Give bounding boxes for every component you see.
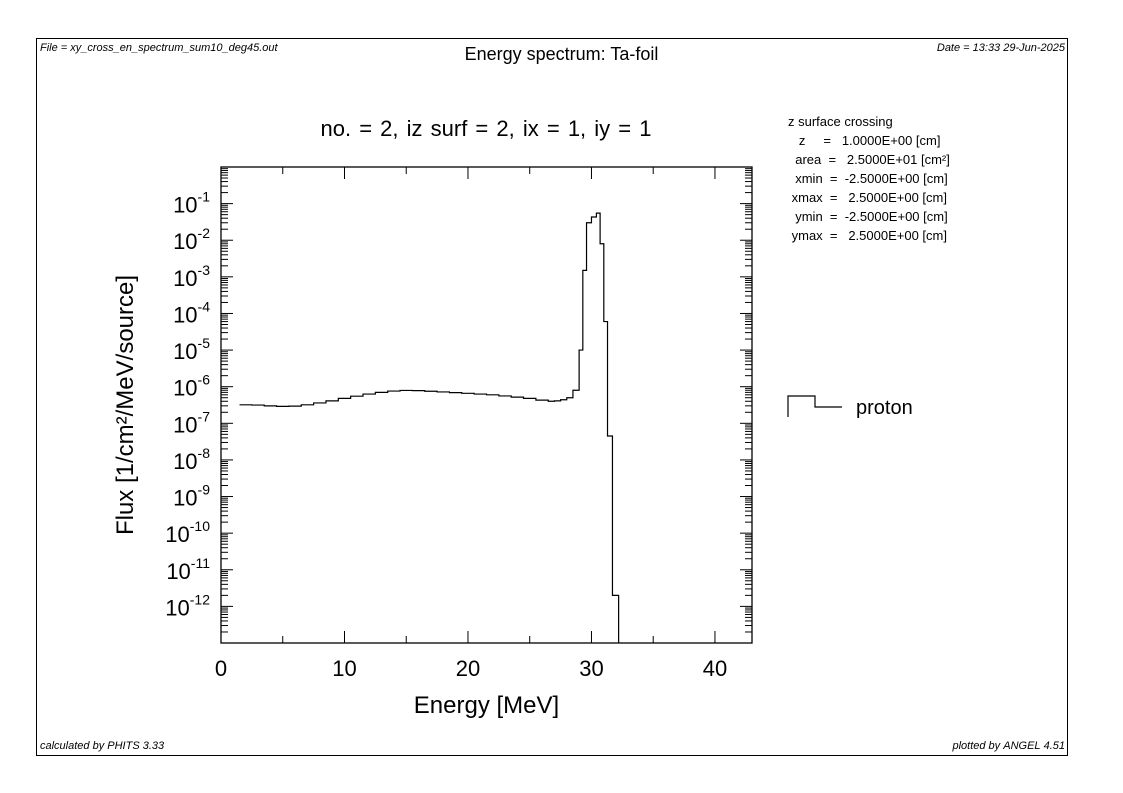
y-axis-label: Flux [1/cm²/MeV/source] bbox=[112, 275, 139, 535]
footer-plotter-name: ANGEL bbox=[1003, 740, 1041, 752]
x-tick-label: 40 bbox=[703, 656, 727, 681]
footer-plotted-prefix: plotted by bbox=[952, 740, 1004, 752]
tally-info-panel: z surface crossing z = 1.0000E+00 [cm] a… bbox=[788, 112, 950, 245]
x-tick-label: 0 bbox=[215, 656, 227, 681]
y-tick-label: 10-10 bbox=[165, 518, 210, 547]
series-line-proton bbox=[239, 212, 620, 643]
info-row-xmax: xmax = 2.5000E+00 [cm] bbox=[788, 190, 947, 205]
x-axis-label: Energy [MeV] bbox=[414, 692, 559, 719]
info-row-ymin: ymin = -2.5000E+00 [cm] bbox=[788, 209, 948, 224]
x-tick-label: 10 bbox=[332, 656, 356, 681]
x-tick-label: 20 bbox=[456, 656, 480, 681]
info-row-ymax: ymax = 2.5000E+00 [cm] bbox=[788, 228, 947, 243]
chart-subtitle: no. = 2, iz surf = 2, ix = 1, iy = 1 bbox=[320, 116, 652, 141]
footer-plotted-by: plotted by ANGEL 4.51 bbox=[952, 740, 1065, 752]
footer-plotter-version: 4.51 bbox=[1040, 740, 1065, 752]
footer-calculated-prefix: calculated by bbox=[40, 740, 108, 752]
info-row-xmin: xmin = -2.5000E+00 [cm] bbox=[788, 171, 948, 186]
file-label: File = xy_cross_en_spectrum_sum10_deg45.… bbox=[40, 42, 278, 54]
y-tick-label: 10-3 bbox=[173, 262, 210, 291]
y-tick-label: 10-1 bbox=[173, 189, 210, 218]
y-tick-label: 10-7 bbox=[173, 408, 210, 437]
y-tick-label: 10-4 bbox=[173, 298, 210, 327]
date-label: Date = 13:33 29-Jun-2025 bbox=[936, 42, 1065, 54]
x-tick-label: 30 bbox=[579, 656, 603, 681]
info-row-z: z = 1.0000E+00 [cm] bbox=[788, 133, 941, 148]
y-tick-label: 10-2 bbox=[173, 225, 210, 254]
legend-label-proton: proton bbox=[856, 397, 913, 419]
page-title: Energy spectrum: Ta-foil bbox=[464, 44, 659, 64]
y-tick-label: 10-12 bbox=[165, 591, 210, 620]
legend-swatch-proton bbox=[787, 395, 842, 417]
footer-code-name: PHITS bbox=[107, 740, 140, 752]
plot-frame bbox=[36, 38, 1068, 756]
footer-calculated-by: calculated by PHITS 3.33 bbox=[40, 740, 164, 752]
y-tick-label: 10-9 bbox=[173, 482, 210, 511]
info-heading: z surface crossing bbox=[788, 114, 893, 129]
footer-code-version: 3.33 bbox=[139, 740, 165, 752]
info-row-area: area = 2.5000E+01 [cm²] bbox=[788, 152, 950, 167]
plot-area-frame bbox=[220, 166, 753, 644]
y-tick-label: 10-5 bbox=[173, 335, 210, 364]
y-tick-label: 10-6 bbox=[173, 372, 210, 401]
y-tick-label: 10-11 bbox=[166, 555, 210, 584]
y-tick-label: 10-8 bbox=[173, 445, 210, 474]
